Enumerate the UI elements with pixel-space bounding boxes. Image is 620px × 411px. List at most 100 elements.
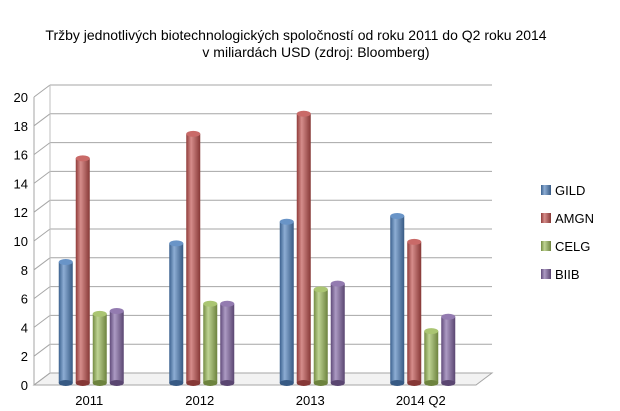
- bar-body: [424, 331, 439, 383]
- gridline-side: [33, 84, 51, 98]
- y-tick-label: 10: [14, 234, 28, 249]
- y-tick-label: 8: [21, 263, 28, 278]
- bar-top: [424, 328, 439, 335]
- bar-top: [330, 280, 345, 287]
- gridline-side: [33, 372, 51, 386]
- bar-body: [279, 221, 294, 383]
- axes: [33, 85, 51, 385]
- bar-body: [407, 241, 422, 383]
- y-tick-label: 14: [14, 176, 28, 191]
- gridline-side: [33, 343, 51, 357]
- bar-body: [58, 262, 73, 383]
- bar-base: [296, 380, 311, 386]
- bar-gild-2011: [58, 259, 73, 386]
- legend-label: GILD: [555, 183, 585, 198]
- bar-base: [58, 380, 73, 386]
- x-tick-label: 2014 Q2: [396, 393, 446, 408]
- bar-body: [313, 289, 328, 383]
- gridline-side: [33, 113, 51, 127]
- gridline-side: [33, 228, 51, 242]
- bar-celg-2014-q2: [424, 328, 439, 386]
- bar-base: [390, 380, 405, 386]
- gridline-side: [33, 286, 51, 300]
- x-tick-label: 2013: [296, 393, 325, 408]
- bar-base: [169, 380, 184, 386]
- bar-body: [75, 158, 90, 383]
- gridline-side: [33, 314, 51, 328]
- bar-base: [441, 380, 456, 386]
- bar-gild-2013: [279, 218, 294, 386]
- gridline-side: [33, 170, 51, 184]
- legend-label: CELG: [555, 239, 590, 254]
- gridline-side: [33, 257, 51, 271]
- bar-top: [441, 313, 456, 320]
- bar-body: [169, 243, 184, 383]
- bar-body: [186, 133, 201, 383]
- bar-top: [220, 300, 235, 307]
- bar-body: [92, 313, 107, 383]
- bar-biib-2013: [330, 280, 345, 386]
- bar-body: [441, 316, 456, 383]
- x-tick-label: 2012: [185, 393, 214, 408]
- legend-swatch: [541, 185, 551, 195]
- bar-amgn-2014-q2: [407, 238, 422, 386]
- legend-swatch: [541, 269, 551, 279]
- bar-gild-2012: [169, 240, 184, 386]
- bars: [58, 110, 456, 386]
- legend-swatch: [541, 241, 551, 251]
- bar-base: [220, 380, 235, 386]
- y-tick-label: 20: [14, 90, 28, 105]
- y-tick-label: 6: [21, 292, 28, 307]
- chart-title: Tržby jednotlivých biotechnologických sp…: [45, 27, 547, 43]
- chart-title-block: Tržby jednotlivých biotechnologických sp…: [0, 27, 600, 61]
- bar-top: [75, 155, 90, 162]
- y-tick-label: 16: [14, 148, 28, 163]
- legend-item-celg: CELG: [541, 239, 590, 254]
- bar-top: [109, 308, 124, 314]
- bar-top: [186, 130, 201, 137]
- bar-celg-2013: [313, 286, 328, 386]
- bar-base: [203, 380, 218, 386]
- bar-base: [92, 380, 107, 386]
- y-tick-labels: 0 2 4 6 8 10 12 14 16 18 20: [14, 90, 28, 393]
- bar-top: [203, 300, 218, 307]
- legend-item-amgn: AMGN: [541, 211, 594, 226]
- bar-base: [424, 380, 439, 386]
- bar-base: [313, 380, 328, 386]
- bar-biib-2011: [109, 308, 124, 386]
- bar-top: [169, 240, 184, 247]
- chart-subtitle: v miliardách USD (zdroj: Bloomberg): [202, 44, 430, 60]
- bar-base: [75, 380, 90, 386]
- bar-body: [330, 283, 345, 383]
- bar-base: [407, 380, 422, 386]
- legend-item-gild: GILD: [541, 183, 585, 198]
- bar-top: [279, 218, 294, 225]
- bar-base: [330, 380, 345, 386]
- bar-base: [109, 380, 124, 386]
- legend: GILD AMGN CELG BIIB: [541, 183, 594, 282]
- bar-base: [186, 380, 201, 386]
- bar-body: [390, 215, 405, 383]
- bar-body: [220, 303, 235, 383]
- bar-body: [296, 113, 311, 383]
- bar-gild-2014-q2: [390, 212, 405, 386]
- bar-top: [296, 110, 311, 117]
- y-tick-label: 12: [14, 205, 28, 220]
- bar-biib-2014-q2: [441, 313, 456, 386]
- legend-swatch: [541, 213, 551, 223]
- x-tick-labels: 2011 2012 2013 2014 Q2: [75, 393, 445, 408]
- bar-top: [313, 286, 328, 293]
- y-tick-label: 2: [21, 349, 28, 364]
- bar-body: [109, 311, 124, 383]
- bar-amgn-2013: [296, 110, 311, 386]
- legend-label: AMGN: [555, 211, 594, 226]
- bar-body: [203, 303, 218, 383]
- bar-amgn-2011: [75, 155, 90, 386]
- x-tick-label: 2011: [75, 393, 103, 408]
- bar-top: [390, 212, 405, 219]
- y-tick-label: 18: [14, 119, 28, 134]
- bar-top: [407, 238, 422, 245]
- y-tick-label: 0: [21, 378, 28, 393]
- legend-label: BIIB: [555, 267, 580, 282]
